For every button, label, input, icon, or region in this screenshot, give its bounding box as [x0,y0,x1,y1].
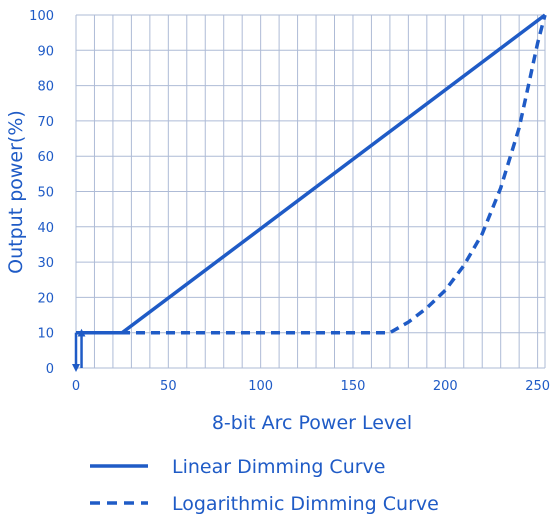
y-tick-label: 100 [29,9,54,24]
y-tick-label: 60 [37,150,54,165]
y-tick-label: 20 [37,291,54,306]
x-tick-label: 0 [72,379,80,394]
legend: Linear Dimming Curve Logarithmic Dimming… [90,456,439,515]
y-tick-label: 80 [37,80,54,95]
legend-label-logarithmic: Logarithmic Dimming Curve [172,493,439,515]
x-tick-label: 250 [525,379,550,394]
y-tick-label: 40 [37,221,54,236]
annotations [72,328,86,372]
y-tick-label: 50 [37,186,54,201]
legend-label-linear: Linear Dimming Curve [172,456,386,478]
series-lines [76,13,547,335]
y-tick-label: 0 [46,362,54,377]
logarithmic-curve-line [76,14,547,335]
x-tick-label: 200 [433,379,458,394]
grid-lines [75,14,546,369]
y-tick-label: 70 [37,115,54,130]
y-tick-label: 10 [37,327,54,342]
x-tick-label: 150 [341,379,366,394]
x-tick-label: 50 [160,379,177,394]
tick-labels: 0 10 20 30 40 50 60 70 80 90 100 0 50 100 150 200 250 [29,9,550,394]
x-axis-title: 8-bit Arc Power Level [212,412,412,434]
linear-curve-line [76,13,547,335]
y-axis-title: Output power(%) [5,110,27,274]
y-tick-label: 30 [37,256,54,271]
x-tick-label: 100 [248,379,273,394]
y-tick-label: 90 [37,44,54,59]
